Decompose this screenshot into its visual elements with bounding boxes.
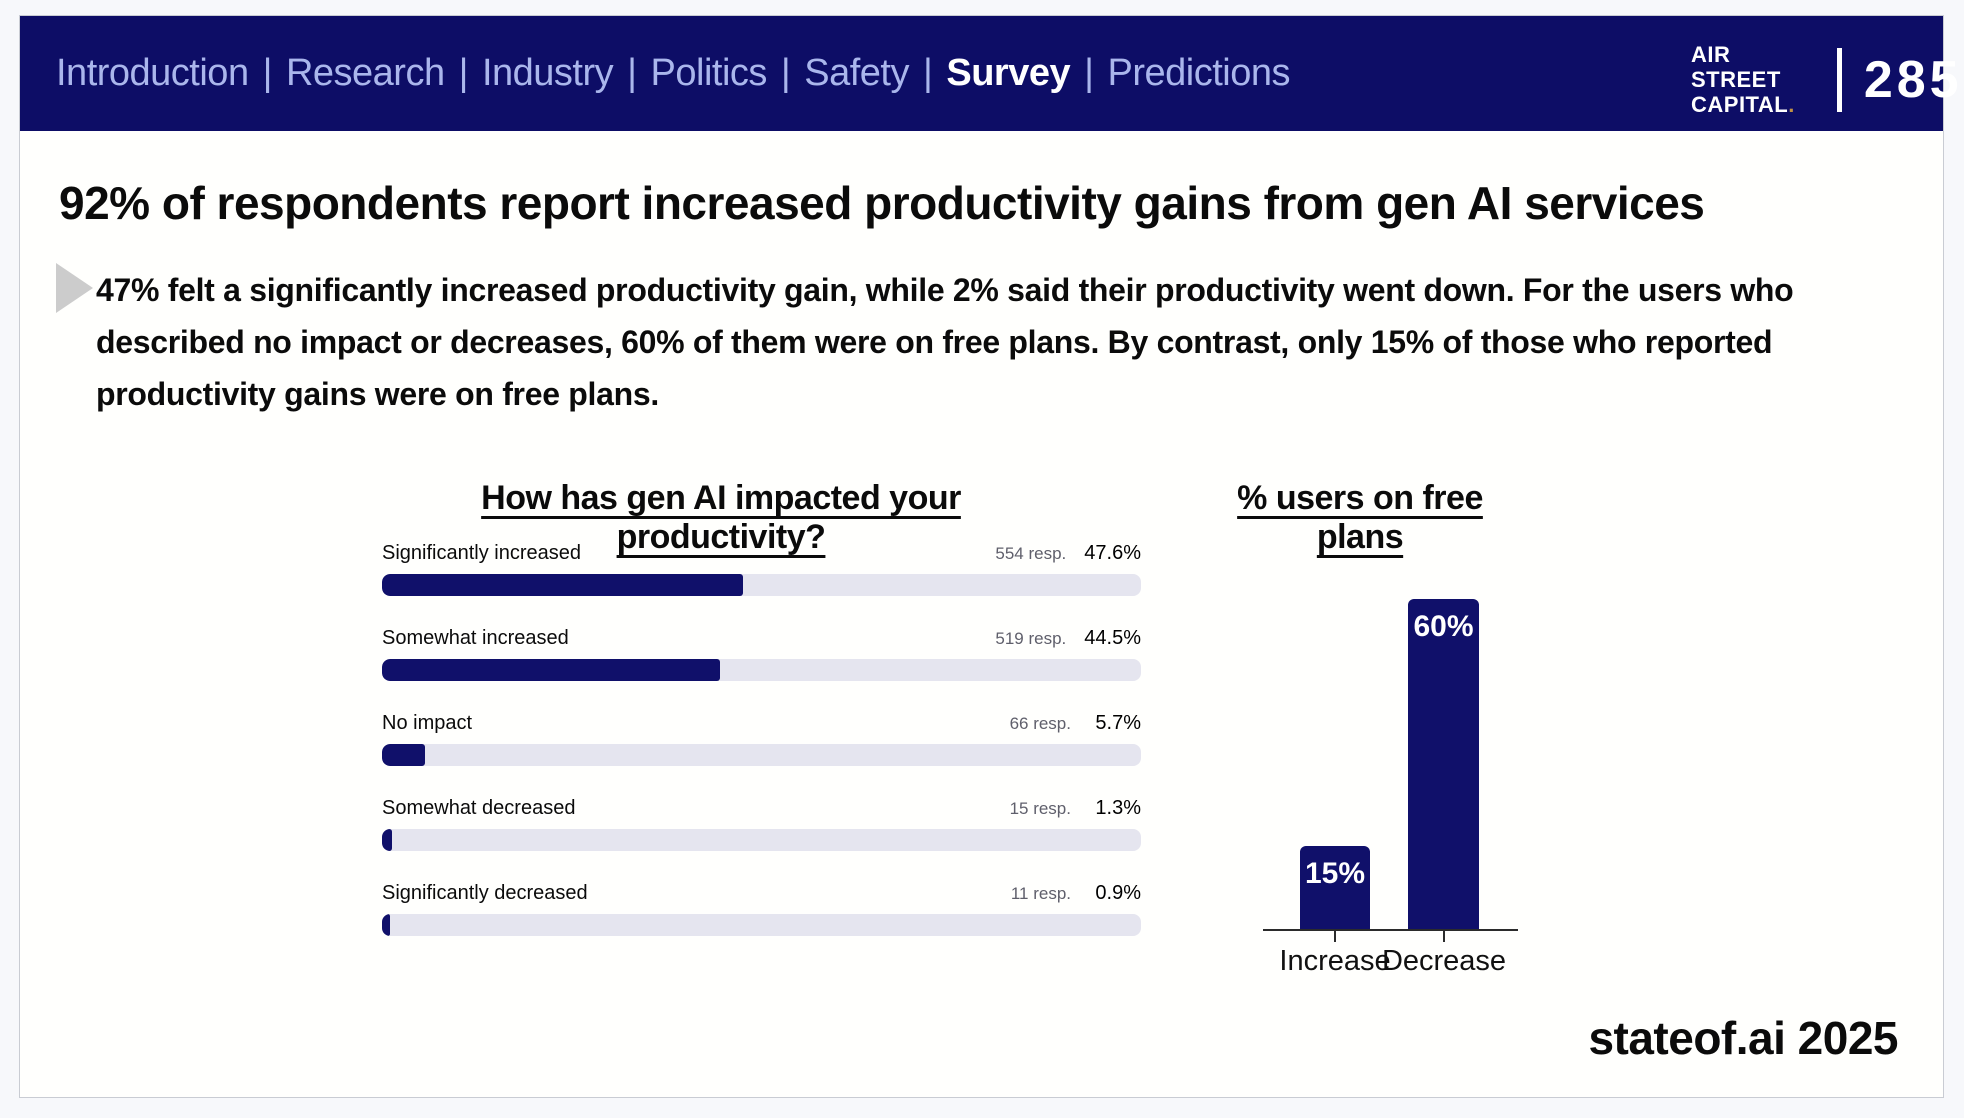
nav-separator: | xyxy=(627,52,637,94)
slide-headline: 92% of respondents report increased prod… xyxy=(59,177,1705,229)
bar-row-significantly-increased: Significantly increased 554 resp. 47.6% xyxy=(382,541,1141,626)
logo-line-air: AIR xyxy=(1691,42,1731,67)
bar-track xyxy=(382,574,1141,596)
nav-item-industry[interactable]: Industry xyxy=(481,52,614,94)
logo-line-street: STREET xyxy=(1691,67,1781,92)
bar-track xyxy=(382,744,1141,766)
bar-label: Somewhat decreased xyxy=(382,797,576,819)
bar-row-significantly-decreased: Significantly decreased 11 resp. 0.9% xyxy=(382,881,1141,966)
logo-wordmark: AIR STREET CAPITAL. xyxy=(1691,42,1795,117)
logo-line-capital: CAPITAL. xyxy=(1691,92,1795,117)
bar-row-no-impact: No impact 66 resp. 5.7% xyxy=(382,711,1141,796)
bar-row-somewhat-increased: Somewhat increased 519 resp. 44.5% xyxy=(382,626,1141,711)
x-axis-tick xyxy=(1443,929,1445,942)
nav-separator: | xyxy=(780,52,791,94)
nav-item-safety[interactable]: Safety xyxy=(804,52,909,94)
slide: Introduction | Research | Industry | Pol… xyxy=(19,15,1959,1098)
bar-track xyxy=(382,659,1141,681)
bar-fill xyxy=(382,574,744,596)
logo-gold-period: . xyxy=(1788,92,1795,117)
x-axis-label-increase: Increase xyxy=(1279,945,1391,977)
nav-item-introduction[interactable]: Introduction xyxy=(56,52,249,94)
respondent-count: 66 resp. xyxy=(1009,714,1071,733)
x-axis-line xyxy=(1263,929,1518,931)
bar-fill xyxy=(382,914,390,936)
nav-items: Introduction | Research | Industry | Pol… xyxy=(56,52,1290,95)
bar-fill xyxy=(382,744,426,766)
percent-value: 1.3% xyxy=(1095,797,1141,819)
percent-value: 47.6% xyxy=(1084,542,1141,564)
nav-item-predictions[interactable]: Predictions xyxy=(1107,52,1291,94)
nav-separator: | xyxy=(262,52,273,94)
bullet-paragraph: 47% felt a significantly increased produ… xyxy=(96,272,1794,412)
column-value-label: 60% xyxy=(1413,610,1474,643)
column-value-label: 15% xyxy=(1304,857,1366,890)
percent-value: 0.9% xyxy=(1095,882,1141,904)
respondent-count: 554 resp. xyxy=(995,544,1067,563)
nav-separator: | xyxy=(923,52,933,94)
bar-track xyxy=(382,829,1141,851)
free-plans-column-chart: 15% 60% Increase Decrease xyxy=(1263,594,1518,977)
bar-label: Somewhat increased xyxy=(382,627,569,649)
productivity-chart-title: How has gen AI impacted your productivit… xyxy=(481,479,961,556)
column-increase: 15% xyxy=(1300,846,1370,929)
percent-value: 44.5% xyxy=(1084,627,1141,649)
respondent-count: 11 resp. xyxy=(1010,884,1071,903)
bullet-arrow-icon xyxy=(56,263,93,313)
respondent-count: 519 resp. xyxy=(995,629,1067,648)
nav-separator: | xyxy=(458,52,469,94)
productivity-bar-chart: Significantly increased 554 resp. 47.6% … xyxy=(382,541,1141,966)
stateof-ai-footer: stateof.ai 2025 xyxy=(1588,1012,1898,1064)
x-axis-label-decrease: Decrease xyxy=(1381,945,1507,977)
bar-fill xyxy=(382,829,392,851)
column-decrease: 60% xyxy=(1408,599,1479,929)
nav-separator: | xyxy=(1084,52,1094,94)
slide-page-number: 285 xyxy=(1863,50,1963,109)
bar-label: Significantly increased xyxy=(382,542,581,564)
nav-item-survey-active[interactable]: Survey xyxy=(946,52,1071,94)
air-street-capital-logo: AIR STREET CAPITAL. 285 xyxy=(1691,42,1963,117)
bar-fill xyxy=(382,659,720,681)
free-plans-chart-title: % users on free plans xyxy=(1237,479,1483,556)
bar-label: No impact xyxy=(382,712,473,734)
nav-item-politics[interactable]: Politics xyxy=(650,52,768,94)
top-nav-bar: Introduction | Research | Industry | Pol… xyxy=(20,16,1959,131)
bar-track xyxy=(382,914,1141,936)
bar-row-somewhat-decreased: Somewhat decreased 15 resp. 1.3% xyxy=(382,796,1141,881)
logo-divider-bar xyxy=(1836,47,1842,112)
nav-item-research[interactable]: Research xyxy=(285,52,445,94)
percent-value: 5.7% xyxy=(1095,712,1141,734)
respondent-count: 15 resp. xyxy=(1009,799,1071,818)
x-axis-tick xyxy=(1334,929,1336,942)
bar-label: Significantly decreased xyxy=(382,882,588,904)
